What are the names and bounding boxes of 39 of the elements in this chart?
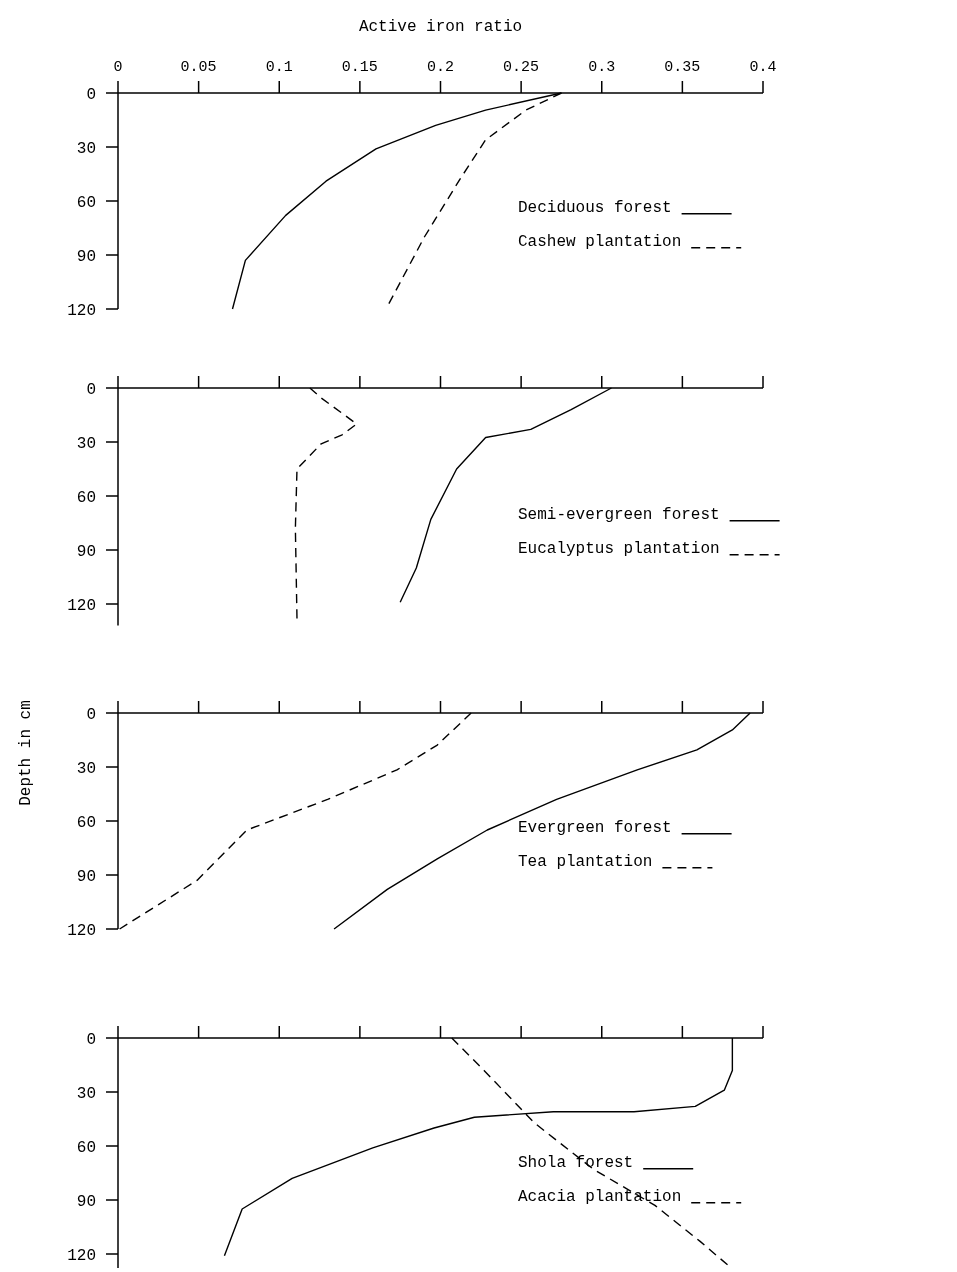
legend-label: Deciduous forest — [518, 198, 672, 217]
y-tick-label: 60 — [76, 813, 96, 832]
y-tick-label: 0 — [86, 380, 96, 399]
legend-label: Acacia plantation — [518, 1187, 682, 1206]
legend-label: Eucalyptus plantation — [518, 539, 720, 558]
x-tick-label: 0.15 — [341, 59, 378, 76]
y-tick-label: 90 — [76, 247, 96, 266]
y-tick-label: 90 — [76, 867, 96, 886]
y-tick-label: 120 — [67, 301, 96, 320]
x-tick-label: 0 — [113, 59, 123, 76]
x-tick-label: 0.3 — [588, 59, 616, 76]
y-tick-label: 120 — [67, 596, 96, 615]
y-tick-label: 120 — [67, 921, 96, 940]
y-tick-label: 120 — [67, 1246, 96, 1265]
y-tick-label: 90 — [76, 1192, 96, 1211]
x-tick-label: 0.05 — [180, 59, 217, 76]
y-axis-title: Depth in cm — [17, 700, 35, 806]
y-tick-label: 30 — [76, 434, 96, 453]
x-tick-label: 0.2 — [426, 59, 455, 76]
y-tick-label: 0 — [86, 705, 96, 724]
legend-label: Shola forest — [518, 1153, 634, 1172]
legend-label: Tea plantation — [518, 852, 653, 871]
y-tick-label: 60 — [76, 1138, 96, 1157]
y-tick-label: 90 — [76, 542, 96, 561]
y-tick-label: 30 — [76, 139, 96, 158]
y-tick-label: 0 — [86, 85, 96, 104]
y-tick-label: 30 — [76, 759, 96, 778]
y-tick-label: 60 — [76, 488, 96, 507]
legend-label: Evergreen forest — [518, 818, 672, 837]
x-axis-title: Active iron ratio — [358, 18, 523, 36]
y-tick-label: 30 — [76, 1084, 96, 1103]
x-tick-label: 0.25 — [503, 59, 540, 76]
legend-label: Semi-evergreen forest — [518, 505, 720, 524]
y-tick-label: 60 — [76, 193, 96, 212]
legend-label: Cashew plantation — [518, 232, 682, 251]
x-tick-label: 0.4 — [749, 59, 777, 76]
y-tick-label: 0 — [86, 1030, 96, 1049]
x-tick-label: 0.35 — [664, 59, 701, 76]
x-tick-label: 0.1 — [265, 59, 293, 76]
